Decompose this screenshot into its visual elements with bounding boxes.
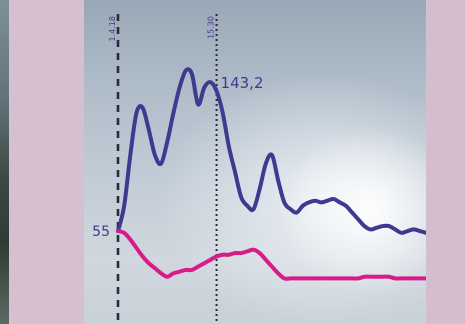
data-label-start: 55	[92, 224, 110, 240]
sky-chart-photo: 1.4.18 15.30 55 143,2	[84, 0, 426, 324]
marker-label-1: 1.4.18	[108, 16, 117, 41]
series-line-1	[116, 67, 426, 235]
adjacent-photo-strip	[0, 0, 9, 324]
marker-label-2: 15.30	[207, 16, 216, 39]
line-chart: 1.4.18 15.30 55 143,2	[92, 14, 426, 324]
data-label-peak: 143,2	[221, 74, 264, 92]
series-line-2	[116, 229, 426, 281]
right-matte-strip	[427, 0, 465, 324]
